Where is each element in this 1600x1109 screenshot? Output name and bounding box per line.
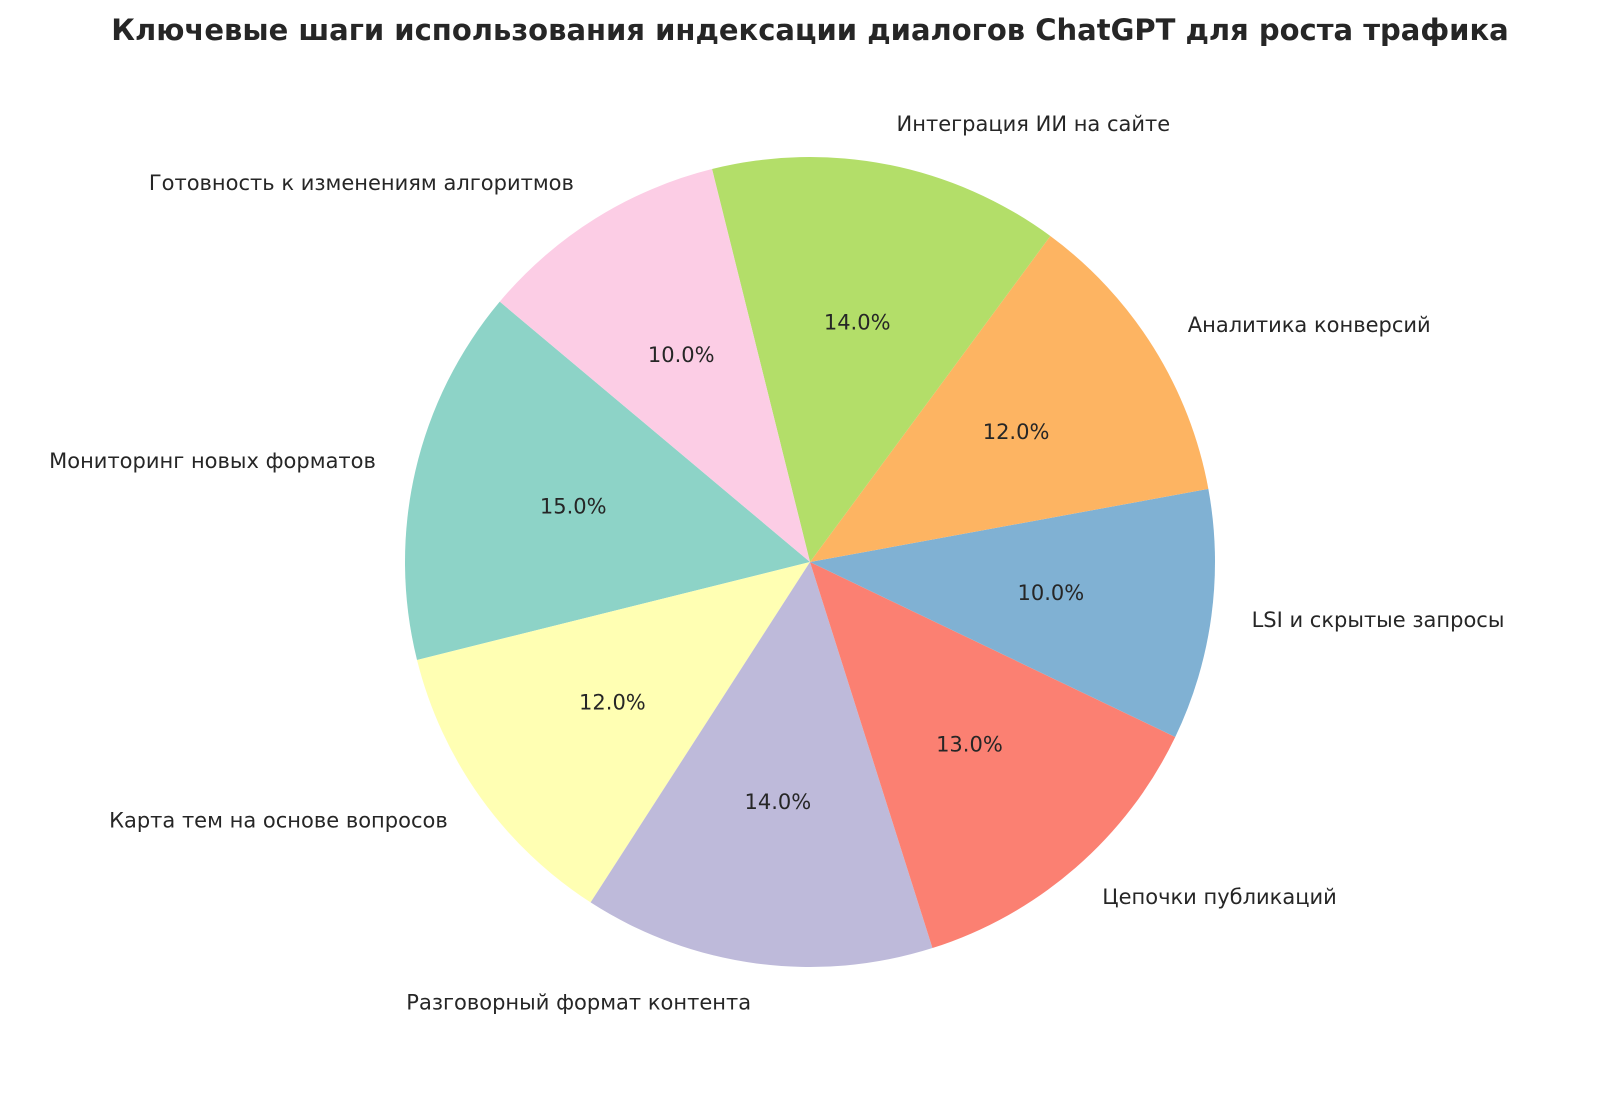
slice-label: LSI и скрытые запросы <box>1252 608 1505 632</box>
percent-label: 13.0% <box>936 732 1003 756</box>
slice-label: Карта тем на основе вопросов <box>109 808 448 832</box>
percent-label: 14.0% <box>824 311 891 335</box>
pie-slice <box>810 562 1176 949</box>
percent-label: 10.0% <box>648 343 715 367</box>
pie-slice <box>810 488 1215 737</box>
pie-slice <box>590 562 933 967</box>
slice-label: Интеграция ИИ на сайте <box>897 112 1171 136</box>
slice-label: Разговорный формат контента <box>406 991 751 1015</box>
percent-label: 14.0% <box>745 790 812 814</box>
percent-label: 12.0% <box>983 420 1050 444</box>
pie-slice <box>417 562 810 903</box>
pie-slice <box>499 169 810 563</box>
slice-label: Мониторинг новых форматов <box>49 449 376 473</box>
pie-slice <box>712 157 1051 562</box>
slice-label: Готовность к изменениям алгоритмов <box>149 171 574 195</box>
percent-label: 10.0% <box>1018 581 1085 605</box>
percent-label: 12.0% <box>579 690 646 714</box>
pie-slice <box>405 301 810 660</box>
pie-slice <box>810 236 1209 562</box>
chart-title: Ключевые шаги использования индексации д… <box>111 13 1508 47</box>
percent-label: 15.0% <box>540 494 607 518</box>
slice-label: Цепочки публикаций <box>1102 885 1337 909</box>
slice-label: Аналитика конверсий <box>1188 313 1431 337</box>
